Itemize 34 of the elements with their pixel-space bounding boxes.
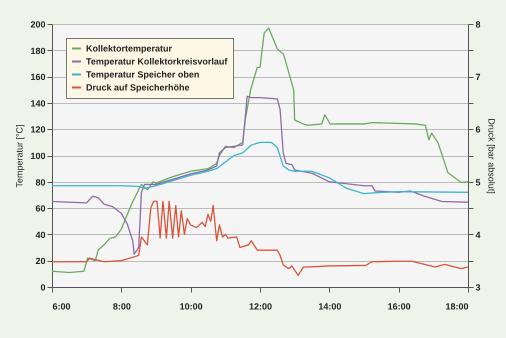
x-tick-label: 6:00 [52,302,71,312]
y2-tick-label: 7 [476,72,481,82]
x-tick-label: 10:00 [180,302,203,312]
y2-axis-title: Druck [bar absolut] [486,118,497,194]
y-tick-label: 100 [30,151,46,161]
x-tick-label: 18:00 [445,302,468,312]
y-tick-label: 40 [35,230,46,240]
line-series [52,142,468,194]
y-tick-label: 180 [30,46,46,56]
legend-label: Temperatur Kollektorkreisvorlauf [86,56,228,66]
y2-tick-label: 6 [476,124,481,135]
line-series [52,27,468,274]
y-tick-label: 60 [35,204,46,214]
y2-tick-label: 3 [476,282,481,292]
y-tick-label: 20 [35,256,46,266]
x-tick-label: 8:00 [112,302,131,312]
y-tick-label: 200 [30,20,46,30]
y2-tick-label: 4 [476,230,481,240]
x-tick-label: 16:00 [388,302,411,312]
x-tick-label: 12:00 [248,302,272,312]
line-series [52,200,468,276]
y-tick-label: 120 [30,124,46,135]
y-tick-label: 0 [40,282,46,292]
y-tick-label: 80 [35,177,46,188]
legend-label: Kollektortemperatur [86,44,173,54]
legend-label: Druck auf Speicherhöhe [86,82,190,92]
y-tick-label: 140 [30,98,46,108]
legend-label: Temperatur Speicher oben [86,70,200,80]
y-tick-label: 160 [30,72,46,82]
y2-tick-label: 5 [476,177,481,188]
x-tick-label: 14:00 [318,302,342,312]
line-series [52,96,468,255]
y-axis-title: Temperatur [°C] [14,124,24,188]
y2-tick-label: 8 [476,20,481,30]
